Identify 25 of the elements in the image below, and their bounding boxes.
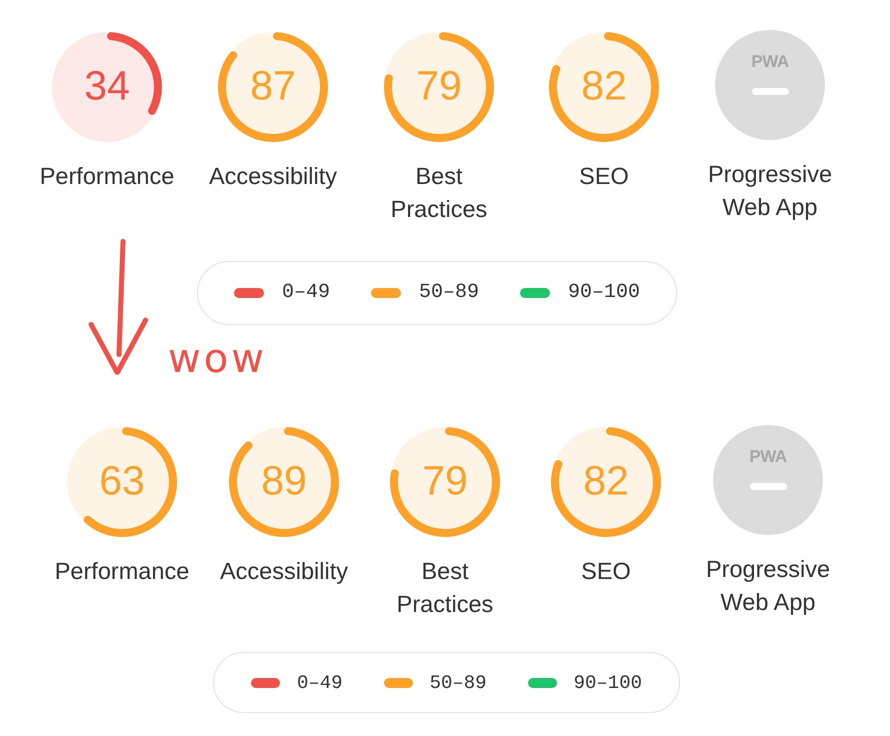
text: Accessibility [219, 557, 349, 586]
data-label: 87 [250, 62, 296, 108]
text: SEO [578, 162, 630, 191]
text: SEO [580, 557, 632, 586]
category-label: 0–49 [296, 670, 343, 694]
category-label: 90–100 [574, 670, 642, 694]
data-label: 79 [416, 62, 462, 108]
text: Performance [54, 557, 190, 586]
text: Best Practices [396, 557, 494, 619]
data-label: 89 [261, 457, 307, 504]
data-label: 34 [84, 62, 130, 108]
text: Progressive Web App [706, 160, 834, 222]
category-label: 50–89 [418, 281, 479, 305]
data-label: 82 [581, 62, 627, 108]
category-label: 0–49 [282, 281, 330, 305]
category-label: 50–89 [430, 670, 487, 694]
text: Best Practices [390, 162, 488, 224]
text: Performance [38, 162, 176, 191]
text: wow [168, 336, 267, 382]
data-label: 79 [422, 457, 468, 504]
data-label: 63 [99, 457, 145, 504]
text: Progressive Web App [704, 555, 832, 617]
category-label: 90–100 [568, 281, 640, 305]
data-label: 82 [583, 457, 629, 504]
text: Accessibility [208, 162, 338, 191]
